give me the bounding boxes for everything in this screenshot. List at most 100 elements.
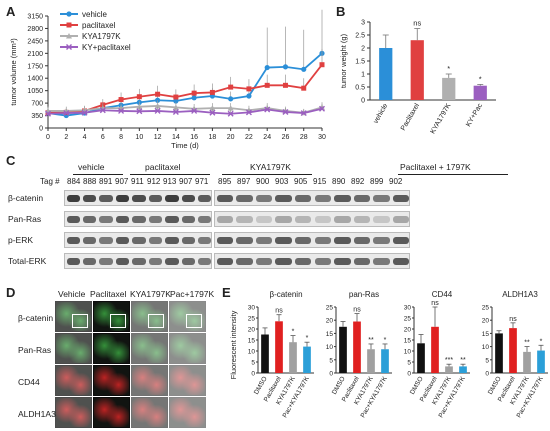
blot-band bbox=[373, 258, 390, 265]
blot-band bbox=[115, 216, 130, 223]
blot-strip bbox=[214, 190, 410, 206]
microscopy-image bbox=[55, 333, 92, 364]
y-axis-label: tumor volume (mm³) bbox=[9, 38, 18, 106]
legend-marker bbox=[66, 11, 72, 17]
significance-label: * bbox=[447, 64, 450, 73]
microscopy-image bbox=[131, 365, 168, 396]
blot-band bbox=[275, 258, 292, 265]
data-point bbox=[228, 84, 234, 90]
y-tick-label: 1050 bbox=[27, 88, 43, 95]
y-tick-label: 0 bbox=[39, 126, 43, 133]
tumor-weight-bar-chart: 0 0.5 1 1.5 2 2.5 3 tumor weight (g) vehicle ns Pa… bbox=[339, 19, 496, 135]
data-point bbox=[209, 105, 216, 111]
subchart-title: ALDH1A3 bbox=[502, 290, 538, 299]
header-rule bbox=[222, 174, 312, 175]
blot-band bbox=[373, 237, 390, 244]
lane-tag: 891 bbox=[99, 177, 113, 186]
blot-band bbox=[236, 216, 253, 223]
blot-band bbox=[314, 195, 332, 202]
blot-rows: β-catenin Pan-Ras p-ERK Total-ERK bbox=[0, 190, 550, 280]
bar bbox=[339, 326, 347, 373]
blot-header-vehicle: vehicle bbox=[78, 162, 105, 172]
lane-tag: 899 bbox=[370, 177, 384, 186]
blot-band bbox=[216, 216, 234, 223]
y-tick-label: 0 bbox=[251, 371, 255, 378]
data-point bbox=[118, 107, 125, 114]
blot-row-label: Total-ERK bbox=[8, 256, 47, 266]
significance-label: ** bbox=[460, 357, 466, 364]
y-tick-label: 2.5 bbox=[355, 33, 365, 40]
data-point bbox=[227, 105, 234, 111]
data-point bbox=[118, 97, 124, 103]
data-point bbox=[246, 93, 252, 99]
y-tick-label: 1 bbox=[361, 72, 365, 79]
data-point bbox=[154, 107, 161, 114]
bar bbox=[509, 328, 517, 373]
blot-band bbox=[353, 195, 371, 202]
blot-band bbox=[373, 216, 390, 223]
significance-label: ns bbox=[509, 316, 517, 323]
lane-tag: 890 bbox=[332, 177, 346, 186]
western-blot-panel: vehicle paclitaxel KYA1797K Paclitaxel +… bbox=[0, 150, 550, 280]
y-tick-label: 15 bbox=[404, 338, 412, 345]
blot-band bbox=[132, 258, 146, 265]
header-rule bbox=[73, 174, 123, 175]
blot-band bbox=[181, 216, 196, 223]
blot-band bbox=[275, 216, 292, 223]
y-tick-label: 25 bbox=[482, 305, 490, 312]
blot-band bbox=[148, 237, 163, 244]
y-tick-label: 15 bbox=[326, 331, 334, 338]
tags-right: 895 897 900 903 905 915 890 892 899 902 bbox=[218, 177, 410, 189]
blot-band bbox=[255, 195, 273, 202]
data-point bbox=[264, 106, 271, 113]
blot-strip bbox=[214, 253, 410, 269]
x-tick-label: 22 bbox=[245, 134, 253, 141]
x-tick-label: 4 bbox=[83, 134, 87, 141]
blot-band bbox=[66, 195, 80, 202]
blot-band bbox=[255, 216, 273, 223]
blot-band bbox=[275, 237, 292, 244]
blot-band bbox=[236, 258, 253, 265]
y-tick-label: 2450 bbox=[27, 38, 43, 45]
inset-box bbox=[110, 314, 126, 328]
data-point bbox=[172, 109, 179, 115]
significance-label: * bbox=[540, 338, 543, 345]
y-tick-label: 2100 bbox=[27, 51, 43, 58]
panel-label-d: D bbox=[6, 285, 16, 300]
blot-band bbox=[66, 216, 80, 223]
bar bbox=[353, 321, 361, 373]
blot-band bbox=[165, 216, 179, 223]
lane-tag: 915 bbox=[313, 177, 327, 186]
bar bbox=[289, 342, 297, 373]
lane-tag: 907 bbox=[115, 177, 129, 186]
blot-band bbox=[392, 237, 409, 244]
blot-band bbox=[294, 216, 312, 223]
blot-band bbox=[148, 258, 163, 265]
significance-label: ns bbox=[431, 300, 439, 307]
blot-row-label: Pan-Ras bbox=[8, 214, 42, 224]
lane-tag: 895 bbox=[218, 177, 232, 186]
lane-tag: 902 bbox=[389, 177, 403, 186]
lane-tag: 897 bbox=[237, 177, 251, 186]
blot-band bbox=[314, 216, 332, 223]
blot-row-label: β-catenin bbox=[8, 193, 44, 203]
x-tick-label: 16 bbox=[190, 134, 198, 141]
lane-tag: 907 bbox=[179, 177, 193, 186]
y-tick-label: 10 bbox=[404, 349, 412, 356]
y-tick-label: 5 bbox=[251, 360, 255, 367]
blot-band bbox=[334, 216, 351, 223]
bar bbox=[303, 346, 311, 373]
x-tick-label: 30 bbox=[318, 134, 326, 141]
subchart-title: CD44 bbox=[432, 290, 453, 299]
data-point bbox=[319, 105, 325, 112]
blot-band bbox=[198, 195, 211, 202]
legend-label: KY+paclitaxel bbox=[82, 43, 131, 52]
y-tick-label: 10 bbox=[482, 344, 490, 351]
significance-label: ns bbox=[353, 307, 361, 314]
microscopy-image bbox=[169, 365, 206, 396]
data-point bbox=[191, 90, 197, 96]
bar bbox=[473, 85, 487, 100]
y-tick-label: 0 bbox=[329, 371, 333, 378]
x-tick-label: vehicle bbox=[373, 102, 390, 124]
lane-tag: 912 bbox=[147, 177, 161, 186]
